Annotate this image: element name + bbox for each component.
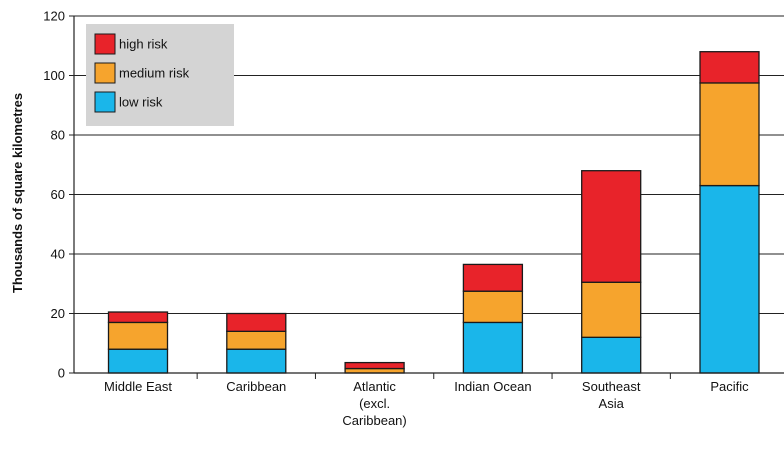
x-category-label-line: Asia (599, 396, 625, 411)
legend-swatch (94, 62, 116, 84)
legend-swatch (94, 33, 116, 55)
bar-high-risk (699, 51, 760, 84)
bar-low-risk (699, 184, 760, 374)
x-category-label-line: Atlantic (353, 379, 396, 394)
bar-medium-risk (699, 82, 760, 187)
x-category-label: Indian Ocean (454, 379, 531, 394)
bar-high-risk (462, 263, 524, 292)
bar-low-risk (462, 321, 524, 374)
x-category-label-line: Caribbean) (342, 413, 406, 428)
bars (107, 51, 760, 374)
y-tick-label: 80 (51, 128, 65, 143)
x-category-label: Atlantic (excl. Caribbean) (342, 379, 406, 428)
legend-label: high risk (119, 37, 168, 52)
bar-low-risk (107, 348, 169, 374)
bar-high-risk (581, 170, 642, 283)
bar-low-risk (226, 348, 287, 374)
bar-medium-risk (581, 281, 642, 338)
bar-medium-risk (344, 367, 405, 374)
bar-high-risk (344, 361, 405, 370)
axes: 0 20 40 60 80 100 120 Middle East Caribbean Atlan… (43, 9, 784, 428)
bar-medium-risk (107, 321, 169, 350)
x-category-label-line: (excl. (359, 396, 390, 411)
x-category-label-line: Indian Ocean (454, 379, 531, 394)
x-category-label: Caribbean (226, 379, 286, 394)
y-axis-title: Thousands of square kilometres (10, 93, 25, 293)
bar-high-risk (107, 311, 169, 324)
x-category-label: Middle East (104, 379, 172, 394)
x-category-label-line: Southeast (582, 379, 641, 394)
y-tick-label: 120 (43, 9, 65, 24)
legend-label: low risk (119, 95, 163, 110)
legend-swatch (94, 91, 116, 113)
x-category-label-line: Caribbean (226, 379, 286, 394)
x-category-label-line: Middle East (104, 379, 172, 394)
x-category-label-line: Pacific (710, 379, 749, 394)
legend-label: medium risk (119, 66, 190, 81)
y-tick-label: 100 (43, 68, 65, 83)
bar-medium-risk (462, 290, 524, 324)
y-tick-label: 0 (58, 366, 65, 381)
y-tick-label: 40 (51, 247, 65, 262)
bar-low-risk (581, 336, 642, 374)
x-category-label: Pacific (710, 379, 749, 394)
legend: high risk medium risk low risk (86, 24, 234, 126)
bar-high-risk (226, 312, 287, 333)
y-tick-label: 20 (51, 306, 65, 321)
x-category-label: Southeast Asia (582, 379, 641, 411)
bar-medium-risk (226, 330, 287, 350)
y-tick-label: 60 (51, 187, 65, 202)
